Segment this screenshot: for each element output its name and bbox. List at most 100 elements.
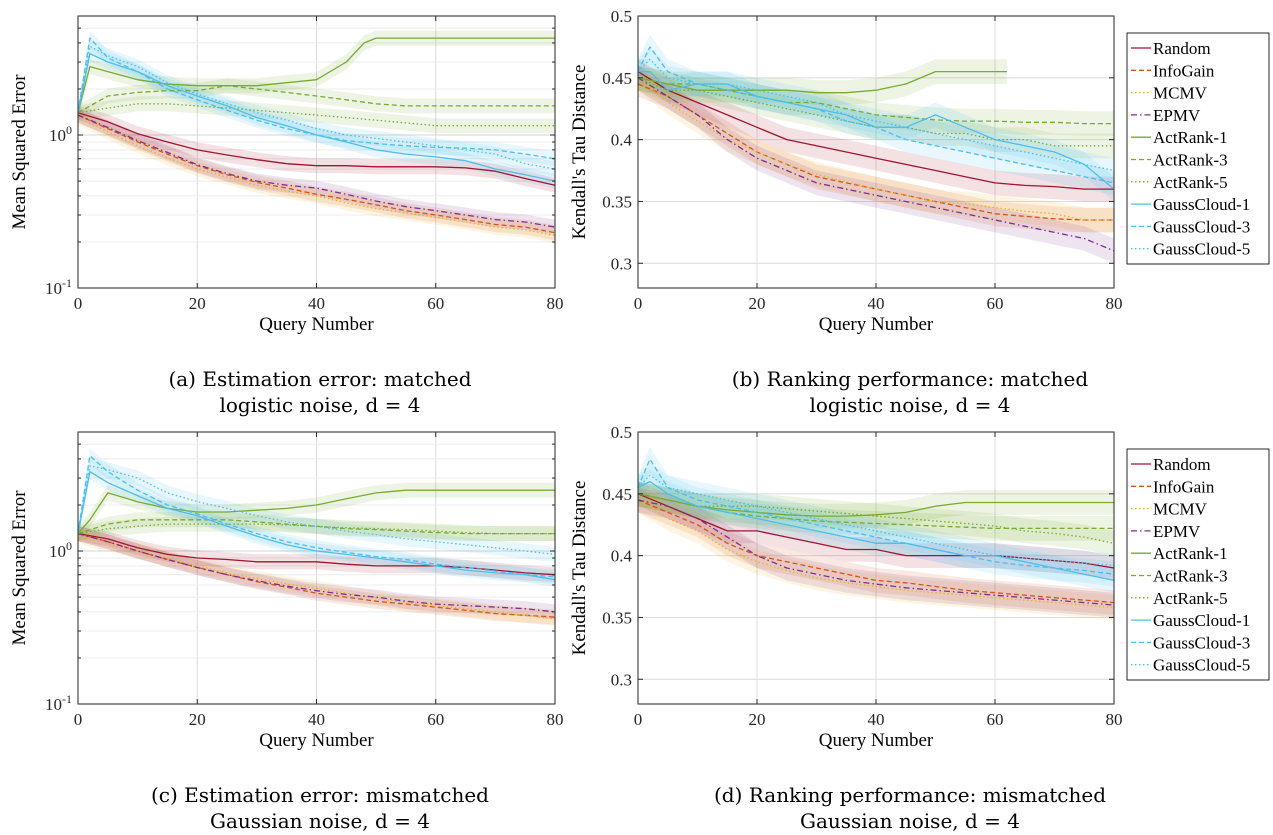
- series-line-mcmv: [637, 499, 1115, 609]
- legend-label-gausscloud-3: GaussCloud-3: [1153, 633, 1250, 652]
- legend-label-gausscloud-5: GaussCloud-5: [1153, 240, 1250, 259]
- series-line-gausscloud-1: [637, 480, 1115, 582]
- y-tick-label: 0.35: [602, 608, 632, 627]
- band-infogain: [638, 71, 1114, 233]
- band-mcmv: [78, 528, 555, 627]
- grid: [77, 431, 556, 705]
- series-line-mcmv: [77, 117, 556, 237]
- x-axis-label: Query Number: [819, 730, 934, 751]
- series-bands: [78, 30, 555, 244]
- x-tick-label: 60: [987, 710, 1004, 729]
- series-line-epmv: [77, 532, 556, 613]
- series-line-epmv: [637, 77, 1115, 252]
- caption-b-line1: (b) Ranking performance: matched: [731, 367, 1089, 391]
- series-line-gausscloud-3: [77, 455, 556, 578]
- x-tick-label: 60: [987, 294, 1004, 313]
- band-gausscloud-1: [638, 59, 1114, 202]
- band-actrank-1: [78, 30, 555, 121]
- y-tick-label: 10-1: [45, 276, 72, 298]
- chart-b: 0 20 40 60 80 0.3 0.35 0.4 0.45 0.5 Query Number Ke…: [569, 7, 1270, 335]
- legend-label-actrank-1: ActRank-1: [1153, 544, 1228, 563]
- caption-d-line2: Gaussian noise, d = 4: [800, 809, 1020, 833]
- x-ticks: 0 20 40 60 80: [74, 16, 564, 313]
- x-tick-label: 40: [308, 710, 325, 729]
- y-tick-label: 0.3: [611, 254, 632, 273]
- band-gausscloud-5: [638, 462, 1114, 578]
- caption-a-line1: (a) Estimation error: matched: [168, 367, 472, 391]
- x-tick-label: 80: [1106, 710, 1123, 729]
- y-tick-label: 0.45: [602, 485, 632, 504]
- series-line-gausscloud-5: [637, 474, 1115, 567]
- x-tick-label: 0: [74, 294, 83, 313]
- legend-label-actrank-5: ActRank-5: [1153, 173, 1228, 192]
- band-epmv: [78, 526, 555, 620]
- series-lines: [77, 455, 556, 620]
- x-tick-label: 40: [308, 294, 325, 313]
- series-lines: [637, 458, 1115, 609]
- legend-box: [1126, 448, 1270, 681]
- legend-box: [1126, 32, 1270, 265]
- y-tick-label: 10-1: [45, 692, 72, 714]
- y-tick-label: 0.45: [602, 69, 632, 88]
- series-line-actrank-1: [637, 493, 1114, 517]
- x-tick-label: 40: [868, 710, 885, 729]
- band-mcmv: [638, 65, 1114, 233]
- x-tick-label: 60: [427, 710, 444, 729]
- series-line-actrank-1: [637, 70, 1007, 94]
- x-ticks: 0 20 40 60 80: [634, 16, 1123, 313]
- band-actrank-1: [638, 59, 1007, 105]
- band-infogain: [78, 107, 555, 241]
- band-gausscloud-1: [78, 464, 555, 588]
- x-tick-label: 40: [868, 294, 885, 313]
- y-ticks: 0.3 0.35 0.4 0.45 0.5: [602, 7, 1114, 273]
- legend-label-random: Random: [1153, 455, 1211, 474]
- legend-label-epmv: EPMV: [1153, 106, 1201, 125]
- y-ticks: 10-1 100: [45, 15, 555, 298]
- legend-label-gausscloud-1: GaussCloud-1: [1153, 195, 1250, 214]
- band-mcmv: [78, 110, 555, 244]
- x-tick-label: 80: [1106, 294, 1123, 313]
- x-ticks: 0 20 40 60 80: [634, 432, 1123, 729]
- series-line-infogain: [77, 114, 556, 234]
- caption-c-line1: (c) Estimation error: mismatched: [151, 783, 489, 807]
- legend-label-mcmv: MCMV: [1153, 84, 1208, 103]
- legend-label-actrank-1: ActRank-1: [1153, 128, 1228, 147]
- band-actrank-5: [78, 516, 555, 542]
- legend-label-actrank-3: ActRank-3: [1153, 151, 1228, 170]
- x-tick-label: 0: [74, 710, 83, 729]
- series-line-actrank-5: [637, 493, 1115, 544]
- legend-label-gausscloud-1: GaussCloud-1: [1153, 611, 1250, 630]
- band-actrank-3: [78, 78, 555, 121]
- chart-d: 0 20 40 60 80 0.3 0.35 0.4 0.45 0.5 Query Number Ke…: [569, 423, 1270, 751]
- legend-label-actrank-5: ActRank-5: [1153, 589, 1228, 608]
- x-axis-label: Query Number: [259, 730, 374, 751]
- y-ticks: 10-1 100: [45, 431, 555, 714]
- x-tick-label: 20: [189, 710, 206, 729]
- band-gausscloud-5: [78, 458, 555, 562]
- x-tick-label: 20: [749, 710, 766, 729]
- legend-label-infogain: InfoGain: [1153, 477, 1215, 496]
- band-actrank-1: [78, 482, 555, 542]
- caption-c-line2: Gaussian noise, d = 4: [210, 809, 430, 833]
- band-gausscloud-5: [78, 38, 555, 177]
- x-tick-label: 0: [634, 294, 643, 313]
- band-infogain: [78, 526, 555, 625]
- series-line-gausscloud-5: [77, 465, 556, 556]
- y-tick-label: 0.4: [611, 547, 633, 566]
- caption-a-line2: logistic noise, d = 4: [219, 393, 421, 417]
- caption-b: (b) Ranking performance: matched logisti…: [650, 366, 1170, 418]
- y-tick-label: 100: [49, 539, 72, 561]
- y-axis-label: Kendall's Tau Distance: [569, 65, 590, 240]
- y-tick-label: 100: [49, 123, 72, 145]
- y-tick-label: 0.35: [602, 192, 632, 211]
- band-actrank-3: [638, 481, 1114, 541]
- caption-d-line1: (d) Ranking performance: mismatched: [713, 783, 1107, 807]
- series-line-random: [77, 532, 556, 576]
- band-actrank-5: [638, 481, 1114, 556]
- legend-label-random: Random: [1153, 39, 1211, 58]
- series-line-actrank-1: [77, 37, 555, 113]
- band-actrank-5: [78, 96, 555, 134]
- series-lines: [637, 46, 1115, 252]
- series-line-random: [77, 112, 556, 186]
